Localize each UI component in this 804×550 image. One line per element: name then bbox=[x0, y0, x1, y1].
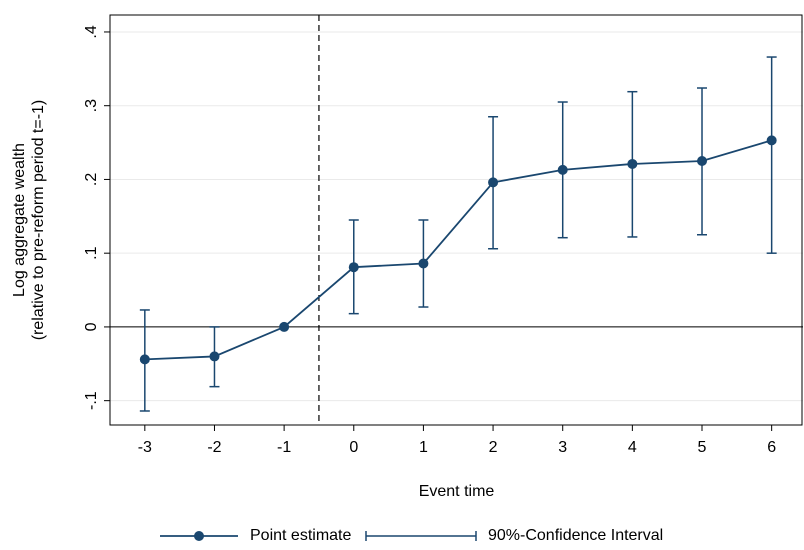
y-tick-label: .2 bbox=[83, 173, 100, 186]
legend-label: Point estimate bbox=[250, 527, 351, 544]
x-tick-label: 1 bbox=[419, 439, 428, 456]
x-tick-label: 3 bbox=[558, 439, 567, 456]
point bbox=[766, 135, 777, 146]
x-axis-label: Event time bbox=[419, 483, 495, 500]
x-tick-label: 6 bbox=[767, 439, 776, 456]
y-axis-label: Log aggregate wealth bbox=[11, 143, 28, 297]
point bbox=[627, 158, 638, 169]
point bbox=[488, 177, 499, 188]
point bbox=[557, 164, 568, 175]
point bbox=[697, 156, 708, 167]
point bbox=[209, 351, 220, 362]
point bbox=[418, 258, 429, 269]
x-tick-label: 4 bbox=[628, 439, 637, 456]
legend-point bbox=[194, 531, 204, 541]
y-axis-label: (relative to pre-reform period t=-1) bbox=[30, 100, 47, 341]
x-tick-label: 2 bbox=[489, 439, 498, 456]
x-tick-label: -1 bbox=[277, 439, 291, 456]
series-line bbox=[144, 139, 772, 361]
y-tick-label: -.1 bbox=[83, 391, 100, 410]
y-tick-label: 0 bbox=[83, 322, 100, 331]
plot-frame bbox=[109, 14, 803, 426]
x-tick-label: 0 bbox=[349, 439, 358, 456]
y-tick-label: .1 bbox=[83, 246, 100, 259]
y-tick-label: .3 bbox=[83, 99, 100, 112]
point bbox=[279, 321, 290, 332]
point bbox=[139, 354, 150, 365]
x-tick-label: -2 bbox=[207, 439, 221, 456]
point bbox=[348, 262, 359, 273]
legend-label: 90%-Confidence Interval bbox=[488, 527, 663, 544]
x-tick-label: -3 bbox=[138, 439, 152, 456]
y-tick-label: .4 bbox=[83, 25, 100, 38]
x-tick-label: 5 bbox=[698, 439, 707, 456]
